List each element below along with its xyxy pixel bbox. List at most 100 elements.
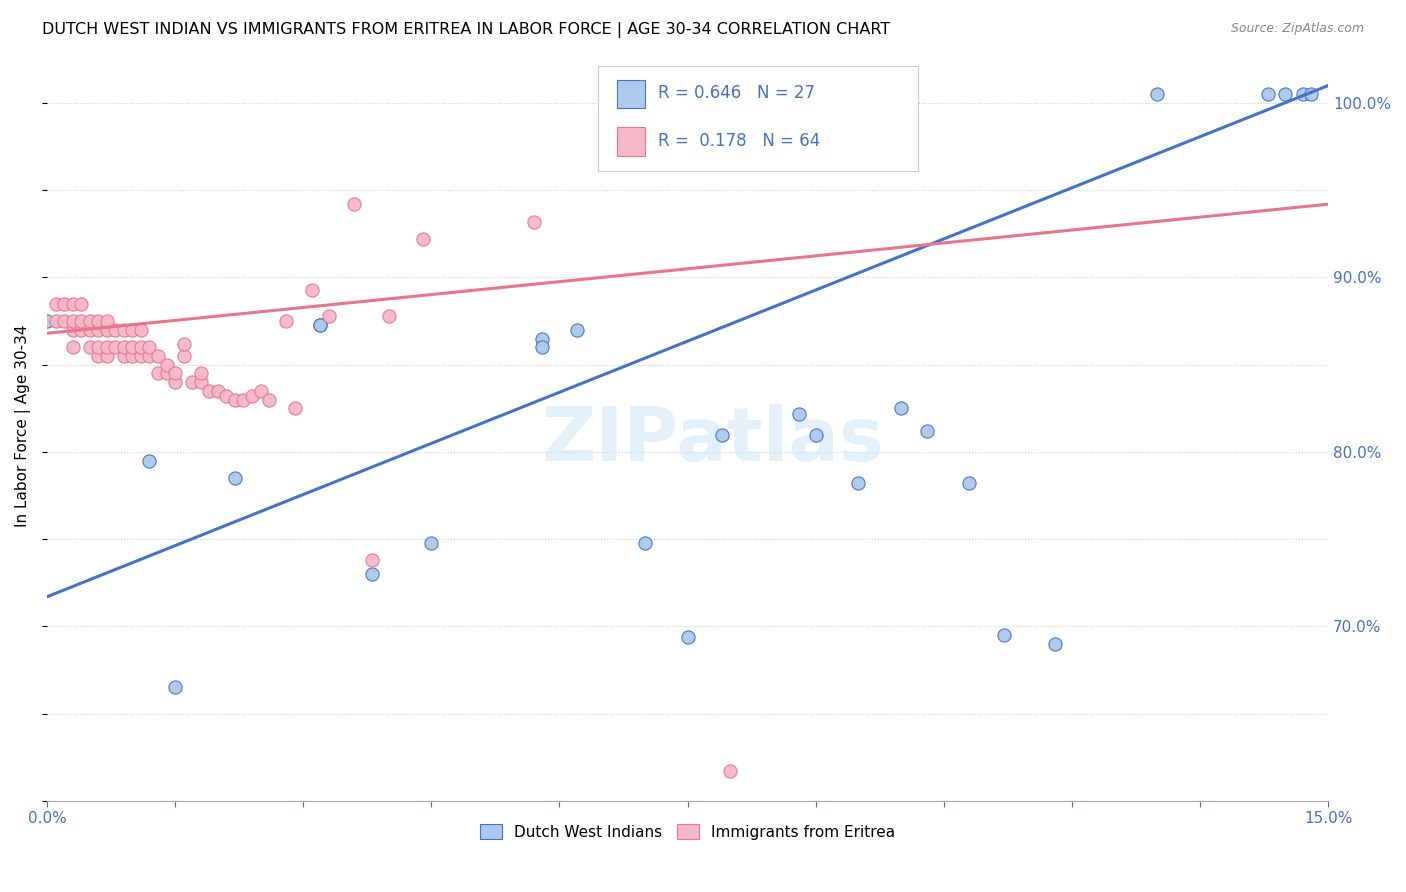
Point [79,314,101,328]
Point [87,349,110,363]
Point [121,323,143,337]
Point [523,214,546,228]
Point [53,296,76,310]
Point [96,314,118,328]
Point [87,340,110,354]
Point [173,336,195,351]
Point [634,535,657,549]
Bar [617,80,645,109]
Point [53,314,76,328]
Point [96,340,118,354]
Point [44,314,66,328]
Point [129,340,152,354]
Point [360,553,382,567]
Point [224,392,246,407]
Point [44,296,66,310]
Point [87,314,110,328]
Point [79,340,101,354]
Point [112,323,135,337]
Point [96,323,118,337]
Y-axis label: In Labor Force | Age 30-34: In Labor Force | Age 30-34 [15,325,31,527]
Point [104,340,127,354]
Point [70,323,93,337]
Point [190,367,212,381]
Point [155,358,177,372]
Point [284,401,307,416]
Point [62,340,84,354]
Point [915,424,938,438]
Point [957,476,980,491]
Point [96,349,118,363]
Point [62,296,84,310]
Point [165,367,187,381]
Point [146,367,169,381]
Point [35,314,58,328]
Point [531,340,554,354]
Point [257,392,280,407]
Point [377,309,399,323]
Point [70,296,93,310]
Point [676,630,699,644]
Bar [617,128,645,156]
Point [70,314,93,328]
Point [318,309,340,323]
Text: Source: ZipAtlas.com: Source: ZipAtlas.com [1230,22,1364,36]
Point [138,349,160,363]
FancyBboxPatch shape [598,66,918,170]
Point [890,401,912,416]
Point [224,471,246,485]
Point [309,318,332,332]
Point [531,332,554,346]
Point [165,375,187,389]
Text: DUTCH WEST INDIAN VS IMMIGRANTS FROM ERITREA IN LABOR FORCE | AGE 30-34 CORRELAT: DUTCH WEST INDIAN VS IMMIGRANTS FROM ERI… [42,22,890,38]
Point [121,349,143,363]
Point [710,427,733,442]
Point [104,323,127,337]
Point [62,314,84,328]
Point [138,453,160,467]
Legend: Dutch West Indians, Immigrants from Eritrea: Dutch West Indians, Immigrants from Erit… [474,818,901,846]
Point [804,427,827,442]
Point [173,349,195,363]
Text: R =  0.178   N = 64: R = 0.178 N = 64 [658,132,820,150]
Point [565,323,588,337]
Point [360,567,382,582]
Point [138,340,160,354]
Point [276,314,298,328]
Point [309,318,332,332]
Text: ZIPatlas: ZIPatlas [541,404,884,477]
Point [129,349,152,363]
Point [129,323,152,337]
Point [1043,637,1066,651]
Point [848,476,870,491]
Point [787,407,810,421]
Point [121,340,143,354]
Point [112,349,135,363]
Point [215,389,238,403]
Point [181,375,204,389]
Point [240,389,263,403]
Point [420,535,443,549]
Text: R = 0.646   N = 27: R = 0.646 N = 27 [658,85,815,103]
Point [207,384,229,398]
Point [1291,87,1313,102]
Point [412,232,434,246]
Point [79,323,101,337]
Point [232,392,254,407]
Point [249,384,271,398]
Point [87,323,110,337]
Point [718,764,741,779]
Point [190,375,212,389]
Point [165,681,187,695]
Point [301,283,323,297]
Point [1299,87,1322,102]
Point [1274,87,1296,102]
Point [343,197,366,211]
Point [993,628,1015,642]
Point [1146,87,1168,102]
Point [155,367,177,381]
Point [62,323,84,337]
Point [112,340,135,354]
Point [198,384,221,398]
Point [146,349,169,363]
